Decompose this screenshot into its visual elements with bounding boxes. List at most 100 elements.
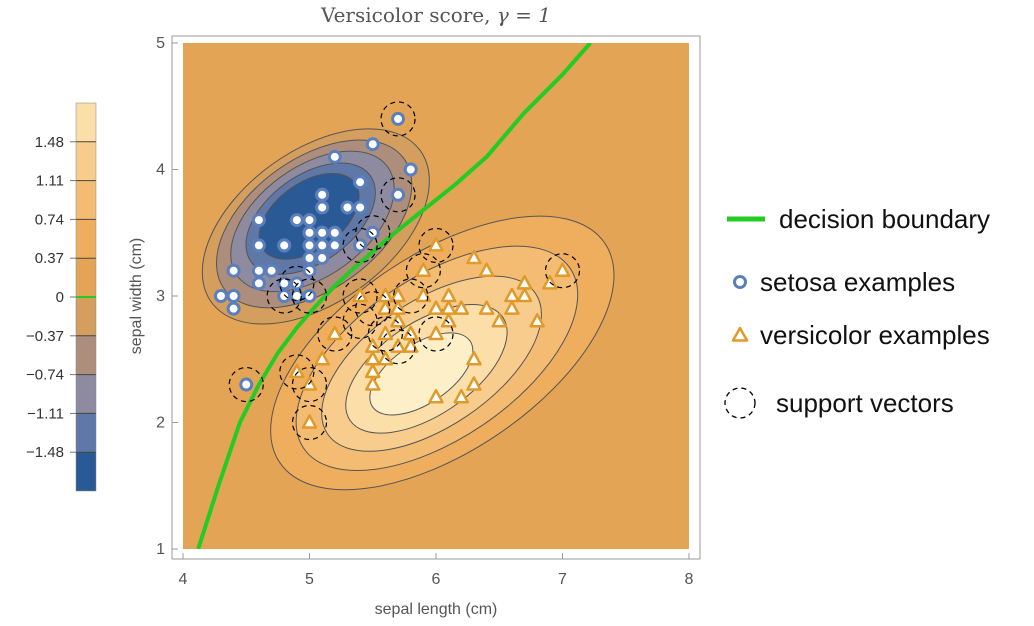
versicolor-point bbox=[415, 262, 432, 277]
support-vector-ring bbox=[279, 354, 315, 390]
x-axis-title: sepal length (cm) bbox=[375, 601, 498, 618]
data-points bbox=[213, 101, 581, 441]
chart-title-prefix: Versicolor score, bbox=[320, 3, 497, 27]
versicolor-point bbox=[377, 287, 394, 303]
versicolor-point bbox=[504, 287, 520, 303]
setosa-point bbox=[315, 251, 330, 266]
support-vector-ring bbox=[342, 227, 378, 263]
setosa-point bbox=[302, 238, 317, 253]
support-vector-ring bbox=[266, 278, 302, 314]
legend-triangle-swatch bbox=[731, 326, 749, 342]
versicolor-point bbox=[428, 237, 444, 252]
setosa-point bbox=[239, 377, 254, 392]
setosa-point bbox=[365, 225, 380, 240]
setosa-point bbox=[315, 187, 330, 202]
colorbar-band bbox=[76, 258, 96, 297]
colorbar-tick-label: −1.11 bbox=[27, 405, 64, 422]
legend-label: setosa examples bbox=[760, 267, 955, 297]
setosa-point bbox=[213, 289, 228, 303]
versicolor-point bbox=[289, 363, 305, 379]
setosa-point bbox=[315, 200, 330, 215]
support-vector-ring bbox=[393, 278, 429, 314]
legend-item-versicolor-examples: versicolor examples bbox=[731, 320, 990, 350]
support-vector-ring bbox=[405, 253, 441, 289]
versicolor-point bbox=[314, 351, 330, 366]
versicolor-point bbox=[491, 313, 507, 328]
versicolor-point bbox=[415, 287, 432, 303]
x-tick-label: 7 bbox=[558, 571, 567, 588]
versicolor-point bbox=[516, 275, 533, 290]
support-vector-ring bbox=[228, 366, 264, 403]
versicolor-point bbox=[466, 351, 482, 366]
versicolor-point bbox=[365, 351, 381, 366]
legend-dashed-circle-swatch bbox=[724, 387, 756, 419]
colorbar-band bbox=[76, 335, 96, 375]
support-vector-ring bbox=[367, 316, 403, 352]
support-vector-ring bbox=[355, 215, 391, 251]
colorbar-tick-label: 1.11 bbox=[36, 173, 64, 190]
versicolor-point bbox=[365, 363, 381, 379]
setosa-point bbox=[264, 263, 279, 278]
versicolor-point bbox=[301, 414, 318, 429]
setosa-point bbox=[340, 200, 355, 215]
colorbar-tick-label: −1.48 bbox=[26, 444, 64, 461]
legend-item-setosa-examples: setosa examples bbox=[733, 267, 955, 297]
versicolor-point bbox=[327, 325, 343, 341]
versicolor-point bbox=[428, 388, 444, 404]
colorbar-band bbox=[76, 103, 96, 142]
y-tick-label: 4 bbox=[156, 162, 165, 179]
versicolor-point bbox=[352, 287, 368, 303]
versicolor-point bbox=[529, 313, 545, 328]
versicolor-point bbox=[504, 300, 520, 315]
versicolor-point bbox=[377, 300, 394, 315]
legend-label: versicolor examples bbox=[760, 320, 990, 350]
versicolor-point bbox=[516, 287, 533, 303]
support-vector-ring bbox=[291, 404, 328, 441]
support-vector-ring bbox=[355, 291, 391, 327]
versicolor-point bbox=[453, 300, 470, 315]
setosa-point bbox=[327, 225, 342, 240]
y-tick-label: 1 bbox=[156, 541, 165, 558]
chart-title-math: γ = 1 bbox=[497, 3, 551, 27]
setosa-point bbox=[251, 213, 266, 228]
legend-item-decision-boundary: decision boundary bbox=[727, 204, 990, 234]
setosa-point bbox=[403, 162, 418, 177]
colorbar: 1.48 1.11 0.74 0.37 0 −0.37 −0.74 −1.11 −1.48 bbox=[26, 102, 97, 492]
legend-label: support vectors bbox=[776, 388, 954, 418]
setosa-point bbox=[289, 276, 304, 291]
setosa-point bbox=[226, 289, 241, 303]
setosa-point bbox=[251, 263, 266, 278]
setosa-point bbox=[302, 213, 317, 228]
setosa-point bbox=[289, 213, 304, 228]
versicolor-point bbox=[478, 300, 495, 315]
colorbar-tick-label: 0.37 bbox=[35, 250, 64, 267]
support-vector-ring bbox=[380, 329, 416, 365]
setosa-point bbox=[251, 276, 266, 291]
x-tick-label: 4 bbox=[179, 571, 188, 588]
setosa-point bbox=[391, 187, 406, 202]
legend-item-support-vectors: support vectors bbox=[724, 387, 954, 419]
support-vector-ring bbox=[279, 265, 315, 301]
setosa-point bbox=[391, 111, 406, 126]
setosa-point bbox=[277, 289, 292, 303]
setosa-point bbox=[315, 238, 330, 253]
versicolor-point bbox=[453, 388, 470, 404]
support-vector-ring bbox=[380, 177, 416, 213]
versicolor-point bbox=[428, 300, 444, 315]
colorbar-band bbox=[76, 374, 96, 414]
setosa-point bbox=[226, 263, 241, 278]
y-axis-ticks: 1 2 3 4 5 bbox=[156, 35, 178, 558]
setosa-point bbox=[302, 225, 317, 240]
decision-boundary bbox=[196, 43, 592, 549]
colorbar-tick-label: 0 bbox=[56, 289, 64, 306]
colorbar-tick-label: −0.74 bbox=[26, 367, 64, 384]
support-vector-ring bbox=[380, 101, 416, 137]
legend-circle-swatch bbox=[733, 275, 747, 289]
setosa-point bbox=[315, 225, 330, 240]
setosa-point bbox=[226, 301, 241, 316]
setosa-point bbox=[302, 289, 317, 303]
versicolor-point bbox=[466, 376, 482, 391]
y-axis-title: sepal width (cm) bbox=[128, 238, 145, 354]
colorbar-band bbox=[76, 141, 96, 181]
colorbar-tick-label: 0.74 bbox=[35, 211, 64, 228]
